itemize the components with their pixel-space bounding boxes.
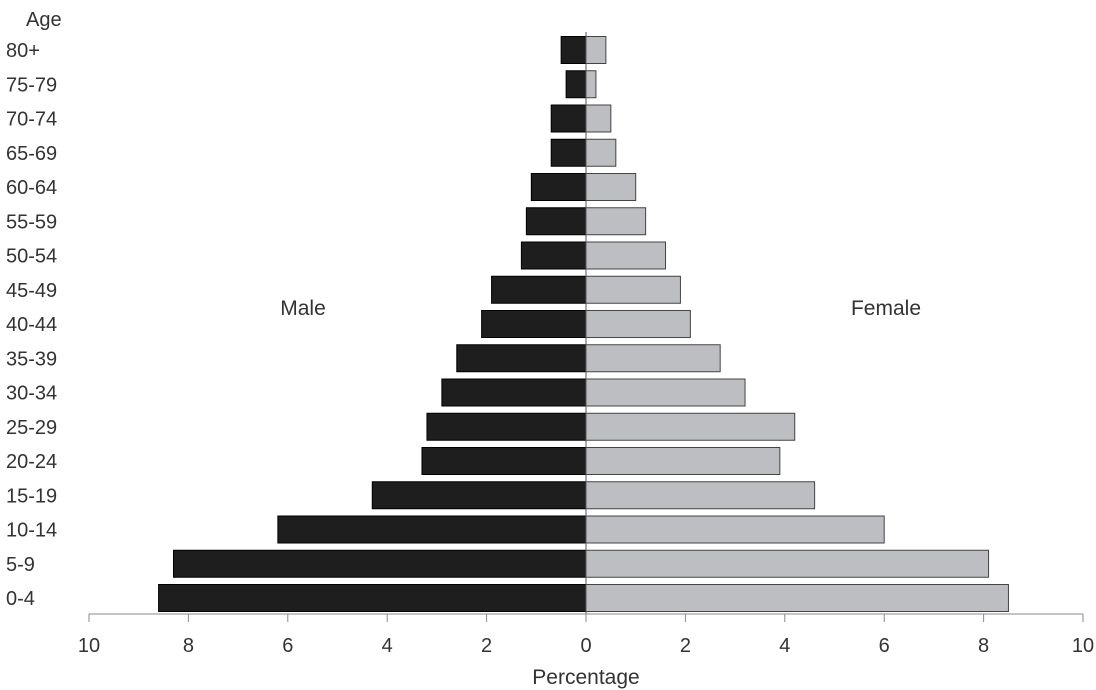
bar-male-0-4 xyxy=(158,584,587,612)
bar-female-5-9 xyxy=(585,549,990,578)
x-tick-label: 6 xyxy=(879,635,890,657)
y-tick-label: 15-19 xyxy=(6,485,57,507)
bar-female-40-44 xyxy=(585,310,691,338)
y-tick-label: 50-54 xyxy=(6,246,57,268)
bar-female-55-59 xyxy=(585,207,647,236)
bar-male-40-44 xyxy=(481,310,587,338)
x-axis-ticks: 10 8 6 4 2 0 2 4 6 8 10 xyxy=(78,614,1094,657)
bar-female-20-24 xyxy=(585,447,781,475)
y-tick-label: 20-24 xyxy=(6,451,57,473)
y-tick-label: 55-59 xyxy=(6,211,57,233)
y-tick-label: 5-9 xyxy=(6,554,35,576)
x-tick-label: 10 xyxy=(1072,635,1094,657)
female-bars xyxy=(585,36,1009,612)
y-tick-label: 30-34 xyxy=(6,383,57,405)
bar-male-50-54 xyxy=(520,241,587,270)
bar-female-35-39 xyxy=(585,344,721,373)
bar-male-5-9 xyxy=(172,549,587,578)
bar-male-45-49 xyxy=(491,275,587,304)
bar-female-15-19 xyxy=(585,481,816,510)
y-tick-label: 65-69 xyxy=(6,143,57,165)
bar-male-35-39 xyxy=(456,344,587,373)
y-tick-label: 80+ xyxy=(6,40,40,62)
bar-female-10-14 xyxy=(585,515,885,544)
x-tick-label: 6 xyxy=(282,635,293,657)
bar-male-80+ xyxy=(560,36,587,64)
x-tick-label: 0 xyxy=(580,635,591,657)
y-tick-label: 25-29 xyxy=(6,417,57,439)
x-tick-label: 8 xyxy=(978,635,989,657)
bar-male-30-34 xyxy=(441,378,587,407)
bar-male-15-19 xyxy=(371,481,587,510)
bar-male-55-59 xyxy=(525,207,587,236)
y-tick-label: 60-64 xyxy=(6,177,57,199)
y-tick-label: 70-74 xyxy=(6,109,57,131)
y-tick-label: 40-44 xyxy=(6,314,57,336)
bar-male-65-69 xyxy=(550,138,587,167)
y-axis-title: Age xyxy=(26,9,62,31)
bar-female-25-29 xyxy=(585,412,796,441)
bar-female-65-69 xyxy=(585,138,617,167)
bar-male-10-14 xyxy=(277,515,587,544)
bar-male-75-79 xyxy=(565,70,587,99)
y-tick-label: 10-14 xyxy=(6,520,57,542)
male-series-label: Male xyxy=(280,297,326,320)
bar-male-25-29 xyxy=(426,412,587,441)
y-tick-label: 75-79 xyxy=(6,74,57,96)
x-tick-label: 2 xyxy=(481,635,492,657)
bar-male-60-64 xyxy=(530,173,587,201)
x-axis-title: Percentage xyxy=(532,666,639,689)
bar-male-20-24 xyxy=(421,447,587,475)
bar-female-60-64 xyxy=(585,173,637,201)
bar-female-80+ xyxy=(585,36,607,64)
y-tick-label: 45-49 xyxy=(6,280,57,302)
y-tick-label: 0-4 xyxy=(6,588,35,610)
y-tick-label: 35-39 xyxy=(6,348,57,370)
bar-male-70-74 xyxy=(550,104,587,133)
x-tick-label: 8 xyxy=(183,635,194,657)
male-bars xyxy=(158,36,587,612)
bar-female-0-4 xyxy=(585,584,1009,612)
bar-female-70-74 xyxy=(585,104,612,133)
x-tick-label: 4 xyxy=(779,635,790,657)
bar-female-50-54 xyxy=(585,241,667,270)
y-axis-tick-labels: 0-4 5-9 10-14 15-19 20-24 25-29 30-34 35-39 40-4… xyxy=(6,40,57,610)
bar-female-45-49 xyxy=(585,275,681,304)
bar-female-75-79 xyxy=(585,70,597,99)
bar-female-30-34 xyxy=(585,378,746,407)
x-tick-label: 4 xyxy=(382,635,393,657)
female-series-label: Female xyxy=(851,297,921,320)
x-tick-label: 10 xyxy=(78,635,100,657)
x-tick-label: 2 xyxy=(680,635,691,657)
